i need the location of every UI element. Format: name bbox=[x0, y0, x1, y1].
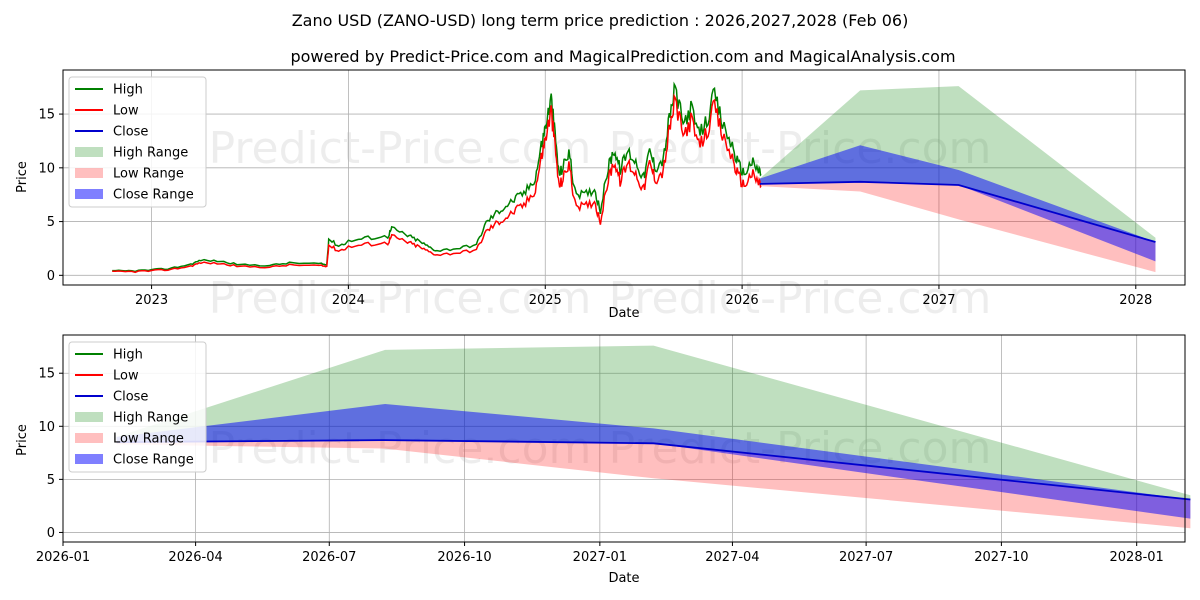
x-axis-label: Date bbox=[608, 306, 639, 321]
x-tick-label: 2027-07 bbox=[839, 550, 893, 565]
watermark-text: Predict-Price.com bbox=[209, 273, 592, 324]
legend-box bbox=[68, 341, 207, 473]
x-tick-label: 2027-04 bbox=[705, 550, 759, 565]
high-series-line bbox=[112, 81, 762, 273]
x-tick-label: 2027-01 bbox=[573, 550, 627, 565]
legend-high-range-swatch bbox=[75, 147, 103, 157]
watermark-text: Predict-Price.com bbox=[609, 273, 992, 324]
legend-high-range-label: High Range bbox=[113, 146, 188, 161]
high-range-area bbox=[759, 86, 1156, 242]
legend-low-range-swatch bbox=[75, 433, 103, 443]
legend-high-label: High bbox=[113, 83, 143, 98]
plot-frame bbox=[62, 69, 1186, 286]
legend-low-range-label: Low Range bbox=[113, 432, 184, 447]
y-axis-label: Price bbox=[15, 161, 30, 193]
x-tick-label: 2024 bbox=[332, 293, 365, 308]
x-tick-label: 2025 bbox=[529, 293, 562, 308]
y-tick-label: 15 bbox=[38, 108, 55, 123]
watermark-layer: Predict-Price.com Predict-Price.com Pred… bbox=[209, 123, 992, 324]
x-tick-label: 2026-01 bbox=[36, 550, 90, 565]
legend-low-label: Low bbox=[113, 369, 139, 384]
y-tick-label: 10 bbox=[38, 420, 55, 435]
legend-low-range-swatch bbox=[75, 168, 103, 178]
legend: High Low Close High Range Low Range Close Ran… bbox=[68, 341, 207, 473]
x-tick-label: 2028 bbox=[1119, 293, 1152, 308]
plot-frame bbox=[62, 334, 1186, 543]
legend-high-label: High bbox=[113, 348, 143, 363]
y-tick-label: 0 bbox=[47, 269, 55, 284]
y-axis-label: Price bbox=[15, 424, 30, 456]
close-forecast-line bbox=[116, 439, 1191, 501]
chart-subtitle: powered by Predict-Price.com and Magical… bbox=[290, 47, 955, 66]
x-tick-label: 2027-10 bbox=[974, 550, 1028, 565]
y-tick-label: 15 bbox=[38, 367, 55, 382]
legend-close-range-label: Close Range bbox=[113, 188, 194, 203]
legend-close-label: Close bbox=[113, 390, 148, 405]
watermark-text: Predict-Price.com bbox=[209, 123, 592, 174]
legend-close-range-label: Close Range bbox=[113, 453, 194, 468]
x-axis-label: Date bbox=[608, 571, 639, 586]
x-tick-label: 2028-01 bbox=[1110, 550, 1164, 565]
legend-close-label: Close bbox=[113, 125, 148, 140]
legend: High Low Close High Range Low Range Close Ran… bbox=[68, 76, 207, 208]
legend-high-range-label: High Range bbox=[113, 411, 188, 426]
forecast-zoom-panel: Predict-Price.com Predict-Price.com 2026… bbox=[15, 334, 1191, 586]
x-tick-label: 2023 bbox=[135, 293, 168, 308]
chart-title: Zano USD (ZANO-USD) long term price pred… bbox=[292, 11, 909, 30]
full-history-panel: Predict-Price.com Predict-Price.com Pred… bbox=[15, 69, 1186, 324]
x-tick-label: 2026-04 bbox=[168, 550, 222, 565]
y-tick-label: 10 bbox=[38, 161, 55, 176]
legend-close-range-swatch bbox=[75, 454, 103, 464]
x-tick-label: 2027 bbox=[922, 293, 955, 308]
x-tick-label: 2026 bbox=[726, 293, 759, 308]
legend-low-label: Low bbox=[113, 104, 139, 119]
x-tick-label: 2026-10 bbox=[437, 550, 491, 565]
close-forecast-line bbox=[759, 180, 1156, 243]
y-tick-label: 5 bbox=[47, 215, 55, 230]
legend-high-range-swatch bbox=[75, 412, 103, 422]
y-tick-label: 0 bbox=[47, 526, 55, 541]
high-range-area bbox=[116, 345, 1191, 500]
close-range-area bbox=[116, 404, 1191, 519]
close-range-area bbox=[759, 145, 1156, 262]
legend-close-range-swatch bbox=[75, 189, 103, 199]
y-tick-label: 5 bbox=[47, 473, 55, 488]
legend-low-range-label: Low Range bbox=[113, 167, 184, 182]
legend-box bbox=[68, 76, 207, 208]
low-series-line bbox=[112, 93, 762, 274]
x-tick-label: 2026-07 bbox=[302, 550, 356, 565]
